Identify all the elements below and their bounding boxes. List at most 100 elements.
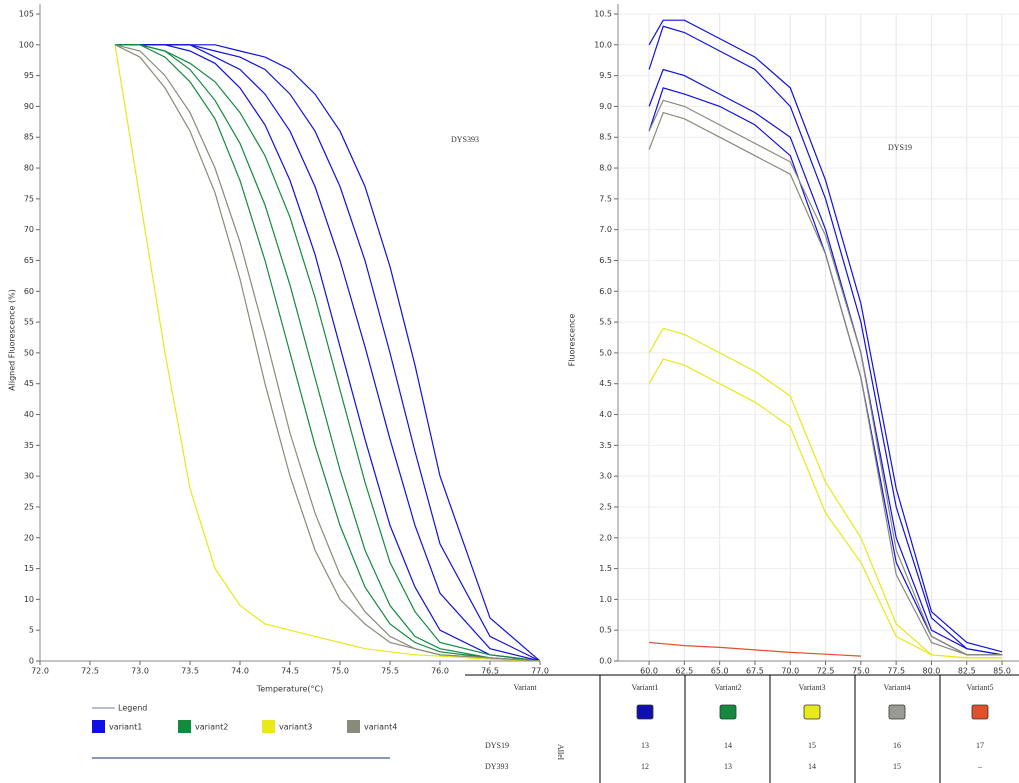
melt-curve: [648, 68, 1003, 656]
x-tick-label: 60.0: [640, 667, 658, 676]
x-tick-label: 74.0: [231, 667, 249, 676]
y-tick-label: 7.0: [599, 225, 612, 234]
y-tick-label: 95: [24, 71, 34, 80]
y-axis-label: Aligned Fluorescence (%): [8, 289, 17, 391]
y-tick-label: 0: [29, 657, 34, 666]
row-label: DYS19: [485, 741, 509, 750]
plot-area: [114, 44, 540, 661]
x-tick-label: 76.5: [481, 667, 499, 676]
melt-curve: [648, 99, 1003, 656]
x-tick-label: 77.5: [887, 667, 905, 676]
table-header: Variant1: [631, 683, 658, 692]
y-tick-label: 4.0: [599, 410, 612, 419]
y-tick-label: 6.5: [599, 256, 612, 265]
y-tick-label: 10.5: [594, 10, 612, 19]
table-cell: 14: [724, 741, 732, 750]
y-tick-label: 15: [24, 564, 34, 573]
table-cell: 14: [808, 762, 816, 771]
table-cell: 15: [893, 762, 901, 771]
x-tick-label: 72.0: [31, 667, 49, 676]
y-tick-label: 45: [24, 379, 34, 388]
color-swatch: [888, 704, 906, 720]
melt-curve: [115, 44, 540, 661]
legend-title: Legend: [118, 704, 147, 713]
y-tick-label: 90: [24, 102, 34, 111]
table-cell: 12: [641, 762, 649, 771]
x-tick-label: 75.0: [852, 667, 870, 676]
y-tick-label: 65: [24, 256, 34, 265]
y-tick-label: 0.5: [599, 626, 612, 635]
y-tick-label: 5.5: [599, 318, 612, 327]
table-cell: 15: [808, 741, 816, 750]
legend-label: variant1: [109, 723, 142, 732]
annotation: DYS19: [888, 143, 912, 152]
x-tick-label: 77.0: [531, 667, 549, 676]
x-tick-label: 80.0: [923, 667, 941, 676]
y-tick-label: 1.0: [599, 595, 612, 604]
y-tick-label: 105: [19, 10, 34, 19]
y-tick-label: 50: [24, 348, 34, 357]
x-tick-label: 85.0: [993, 667, 1011, 676]
x-tick-label: 70.0: [781, 667, 799, 676]
melt-curve: [649, 641, 861, 657]
y-tick-label: 0.0: [599, 657, 612, 666]
y-tick-label: 5: [29, 626, 34, 635]
legend-swatch: [178, 720, 191, 733]
x-tick-label: 73.0: [131, 667, 149, 676]
y-tick-label: 2.0: [599, 533, 612, 542]
melt-curve: [115, 44, 540, 661]
table-cell: 16: [893, 741, 901, 750]
melt-curve: [115, 44, 540, 661]
x-tick-label: 65.0: [711, 667, 729, 676]
color-swatch: [803, 704, 821, 720]
x-tick-label: 72.5: [81, 667, 99, 676]
table-cell: 17: [976, 741, 984, 750]
table-cell: 13: [724, 762, 732, 771]
x-tick-label: 75.0: [331, 667, 349, 676]
x-tick-label: 75.5: [381, 667, 399, 676]
melt-curve: [114, 44, 540, 661]
table-header: Variant5: [966, 683, 993, 692]
y-tick-label: 7.5: [599, 194, 612, 203]
legend-swatch: [92, 720, 105, 733]
melt-curve: [648, 19, 1003, 653]
table-cell: –: [977, 762, 983, 771]
melt-curve: [114, 44, 540, 661]
y-tick-label: 100: [19, 40, 34, 49]
melt-curve: [115, 44, 540, 661]
melt-curve: [648, 25, 1003, 656]
legend-label: variant2: [195, 723, 228, 732]
y-tick-label: 40: [24, 410, 34, 419]
y-tick-label: 55: [24, 318, 34, 327]
y-tick-label: 3.0: [599, 472, 612, 481]
y-tick-label: 25: [24, 502, 34, 511]
x-tick-label: 74.5: [281, 667, 299, 676]
legend-swatch: [262, 720, 275, 733]
x-tick-label: 73.5: [181, 667, 199, 676]
y-tick-label: 60: [24, 287, 34, 296]
y-tick-label: 8.0: [599, 164, 612, 173]
y-tick-label: 2.5: [599, 502, 612, 511]
row-label: DY393: [485, 762, 509, 771]
x-tick-label: 76.0: [431, 667, 449, 676]
side-label: Allel: [556, 744, 565, 761]
legend-label: variant3: [279, 723, 312, 732]
melt-curve: [115, 44, 540, 661]
table-header: Variant3: [798, 683, 825, 692]
y-axis-label: Fluorescence: [568, 314, 577, 367]
table-header: Variant2: [714, 683, 741, 692]
melt-curve: [648, 111, 1003, 656]
melt-curve: [648, 358, 1003, 659]
color-swatch: [971, 704, 989, 720]
y-tick-label: 1.5: [599, 564, 612, 573]
color-swatch: [719, 704, 737, 720]
x-tick-label: 72.5: [817, 667, 835, 676]
legend-swatch: [347, 720, 360, 733]
x-tick-label: 82.5: [958, 667, 976, 676]
y-tick-label: 10.0: [594, 40, 612, 49]
x-tick-label: 62.5: [675, 667, 693, 676]
color-swatch: [636, 704, 654, 720]
y-tick-label: 20: [24, 533, 34, 542]
x-axis-label: Temperature(°C): [256, 685, 324, 694]
